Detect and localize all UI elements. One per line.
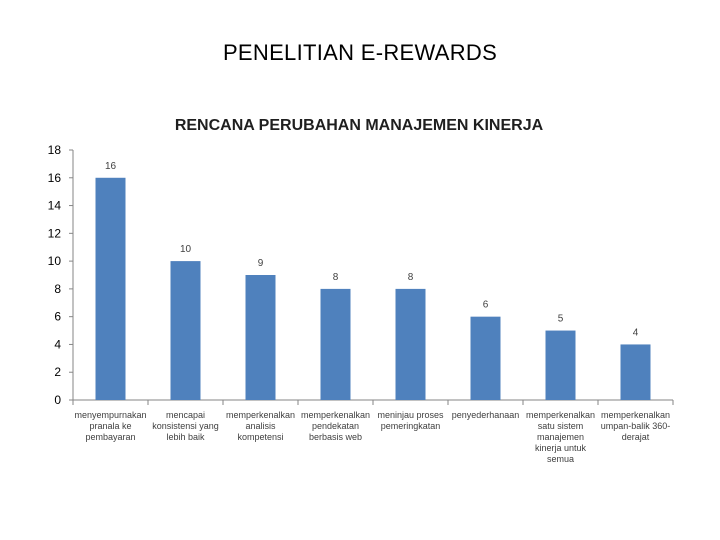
x-category-label-line: berbasis web (309, 432, 362, 442)
y-tick-label: 18 (48, 143, 62, 157)
x-category-label-line: derajat (622, 432, 650, 442)
x-category-label-line: menyempurnakan (74, 410, 146, 420)
chart-axes: 0 2 4 6 8 10 12 14 16 18 (48, 143, 674, 407)
x-category-label-line: analisis (245, 421, 276, 431)
x-category-label: memperkenalkan pendekatan berbasis web (301, 410, 370, 442)
x-category-label-line: pendekatan (312, 421, 359, 431)
x-category-label-line: satu sistem (538, 421, 584, 431)
bar (470, 316, 501, 400)
bar (245, 275, 276, 400)
bar (320, 288, 351, 400)
x-category-label-line: pemeringkatan (381, 421, 441, 431)
bar-value-label: 10 (180, 244, 192, 255)
bar-value-label: 5 (558, 314, 564, 325)
slide-title: PENELITIAN E-REWARDS (222, 40, 498, 65)
bar-value-label: 6 (483, 300, 489, 311)
bar (95, 177, 126, 400)
chart-category-labels: menyempurnakan pranala ke pembayaranmencap… (74, 410, 670, 464)
chart-bars (95, 177, 651, 400)
y-tick-label: 0 (54, 393, 61, 407)
bar-value-label: 8 (408, 272, 414, 283)
x-category-label: memperkenalkan umpan-balik 360-derajat (601, 410, 671, 442)
bar (170, 261, 201, 400)
bar-value-label: 9 (258, 258, 264, 269)
x-category-label-line: semua (547, 454, 574, 464)
x-category-label: menyempurnakan pranala ke pembayaran (74, 410, 146, 442)
bar-value-label: 8 (333, 272, 339, 283)
bar (620, 344, 651, 400)
x-category-label-line: lebih baik (166, 432, 205, 442)
x-category-label-line: penyederhanaan (452, 410, 520, 420)
x-category-label: mencapai konsistensi yang lebih baik (152, 410, 219, 442)
x-category-label-line: memperkenalkan (601, 410, 670, 420)
chart-data-labels: 16 10 9 8 8 6 5 4 (105, 161, 639, 339)
chart-title: RENCANA PERUBAHAN MANAJEMEN KINERJA (175, 117, 544, 134)
x-category-label-line: kinerja untuk (535, 443, 587, 453)
x-category-label: penyederhanaan (452, 410, 520, 420)
y-tick-label: 10 (48, 254, 62, 268)
y-tick-label: 12 (48, 226, 62, 240)
x-category-label-line: pranala ke (89, 421, 131, 431)
y-tick-label: 14 (48, 199, 62, 213)
bar-value-label: 4 (633, 327, 639, 338)
x-category-label-line: memperkenalkan (526, 410, 595, 420)
y-tick-label: 2 (54, 365, 61, 379)
y-tick-label: 16 (48, 171, 62, 185)
x-category-label-line: memperkenalkan (226, 410, 295, 420)
x-category-label-line: umpan-balik 360- (601, 421, 671, 431)
x-category-label-line: memperkenalkan (301, 410, 370, 420)
x-category-label: memperkenalkan satu sistem manajemen kinerj… (526, 410, 595, 464)
x-category-label-line: meninjau proses (377, 410, 444, 420)
y-tick-label: 4 (54, 337, 61, 351)
x-category-label-line: mencapai (166, 410, 205, 420)
y-tick-label: 6 (54, 310, 61, 324)
bar (395, 288, 426, 400)
y-tick-label: 8 (54, 282, 61, 296)
bar (545, 330, 576, 400)
x-category-label-line: manajemen (537, 432, 584, 442)
x-category-label-line: kompetensi (237, 432, 283, 442)
x-category-label-line: konsistensi yang (152, 421, 219, 431)
x-category-label-line: pembayaran (85, 432, 135, 442)
bar-value-label: 16 (105, 161, 117, 172)
x-category-label: memperkenalkan analisis kompetensi (226, 410, 295, 442)
x-category-label: meninjau proses pemeringkatan (377, 410, 444, 431)
